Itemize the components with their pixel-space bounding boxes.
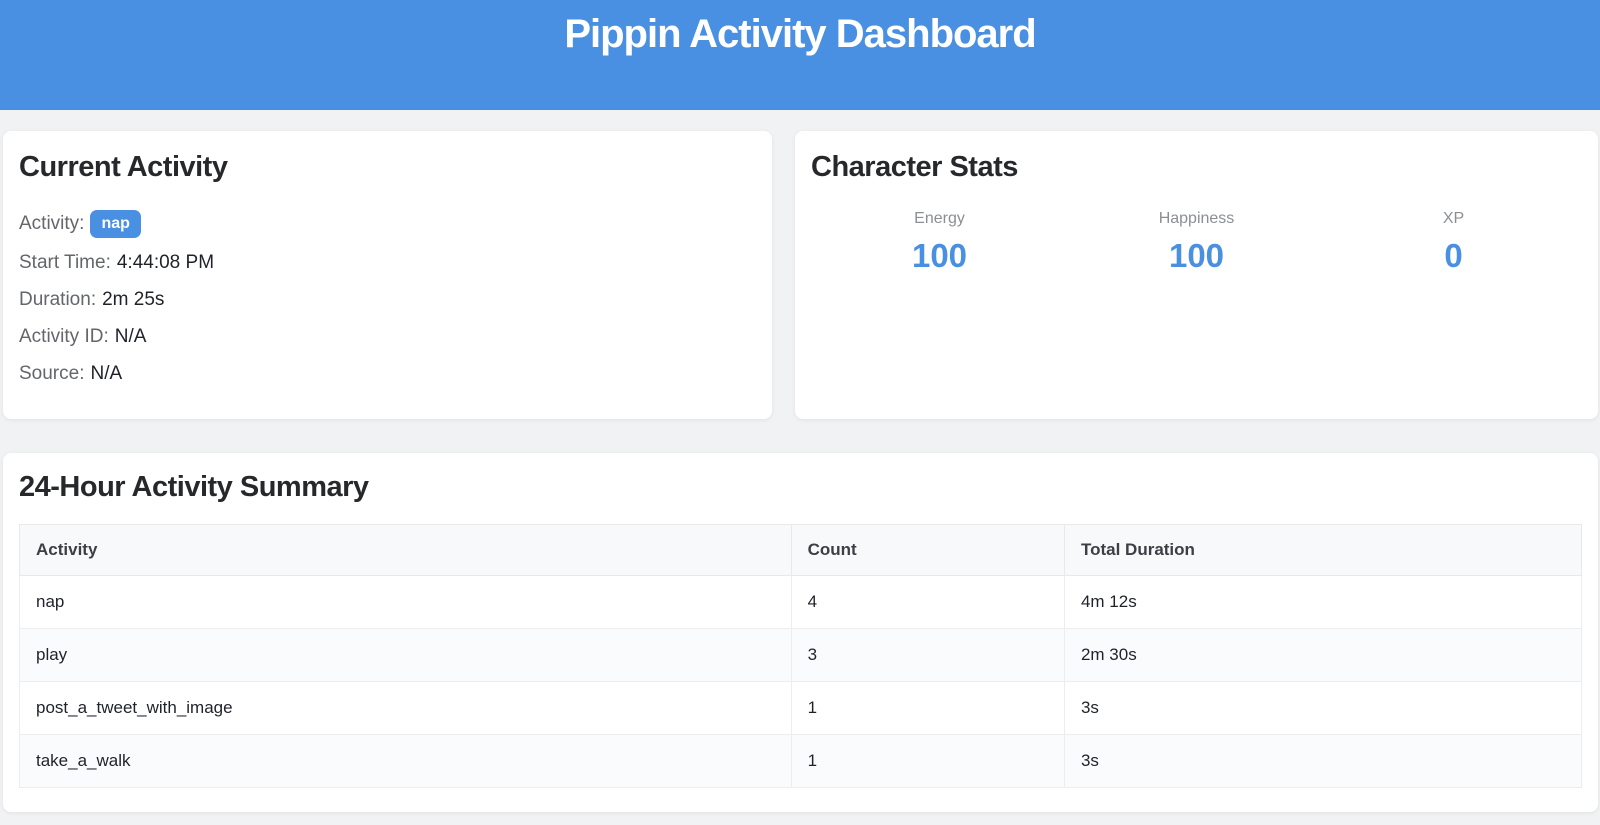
cell-duration: 2m 30s	[1063, 628, 1583, 682]
stat-happiness: Happiness 100	[1068, 210, 1325, 275]
start-time-value: 4:44:08 PM	[116, 252, 215, 273]
source-value: N/A	[90, 363, 123, 384]
xp-value: 0	[1444, 237, 1463, 274]
activity-id-value: N/A	[114, 326, 147, 347]
cell-count: 1	[790, 734, 1065, 788]
table-row: nap 4 4m 12s	[19, 575, 1583, 629]
top-cards-row: Current Activity Activity: nap Start Time…	[3, 131, 1598, 419]
activity-summary-card: 24-Hour Activity Summary Activity Count …	[3, 453, 1598, 812]
duration-label: Duration:	[19, 289, 97, 310]
duration-value: 2m 25s	[102, 289, 165, 310]
cell-duration: 3s	[1063, 681, 1583, 735]
energy-value: 100	[911, 237, 968, 274]
activity-badge: nap	[90, 210, 141, 238]
current-activity-card: Current Activity Activity: nap Start Time…	[3, 131, 772, 419]
cell-activity: play	[19, 628, 792, 682]
stat-energy: Energy 100	[811, 210, 1068, 275]
table-row: take_a_walk 1 3s	[19, 734, 1583, 788]
cell-activity: post_a_tweet_with_image	[19, 681, 792, 735]
app-header: Pippin Activity Dashboard	[0, 0, 1600, 110]
activity-id-label: Activity ID:	[19, 326, 109, 347]
energy-label: Energy	[914, 210, 965, 227]
column-header-activity: Activity	[19, 524, 792, 576]
table-row: play 3 2m 30s	[19, 628, 1583, 682]
cell-count: 1	[790, 681, 1065, 735]
activity-field: Activity: nap	[19, 210, 756, 238]
cell-activity: nap	[19, 575, 792, 629]
start-time-field: Start Time: 4:44:08 PM	[19, 251, 756, 275]
stats-row: Energy 100 Happiness 100 XP 0	[811, 210, 1582, 275]
activity-id-field: Activity ID: N/A	[19, 325, 756, 349]
source-field: Source: N/A	[19, 362, 756, 386]
cell-count: 3	[790, 628, 1065, 682]
cell-count: 4	[790, 575, 1065, 629]
activity-summary-title: 24-Hour Activity Summary	[19, 471, 369, 503]
column-header-total-duration: Total Duration	[1063, 524, 1583, 576]
source-label: Source:	[19, 363, 85, 384]
happiness-label: Happiness	[1158, 210, 1235, 227]
page-title: Pippin Activity Dashboard	[564, 12, 1036, 56]
cell-activity: take_a_walk	[19, 734, 792, 788]
column-header-count: Count	[790, 524, 1065, 576]
stat-xp: XP 0	[1325, 210, 1582, 275]
xp-label: XP	[1442, 210, 1465, 227]
happiness-value: 100	[1168, 237, 1225, 274]
current-activity-title: Current Activity	[19, 151, 228, 183]
table-header-row: Activity Count Total Duration	[19, 524, 1583, 576]
duration-field: Duration: 2m 25s	[19, 288, 756, 312]
character-stats-card: Character Stats Energy 100 Happiness 100…	[795, 131, 1598, 419]
table-row: post_a_tweet_with_image 1 3s	[19, 681, 1583, 735]
activity-label: Activity:	[19, 213, 85, 235]
character-stats-title: Character Stats	[811, 151, 1018, 183]
start-time-label: Start Time:	[19, 252, 111, 273]
cell-duration: 4m 12s	[1063, 575, 1583, 629]
cell-duration: 3s	[1063, 734, 1583, 788]
activity-summary-table: Activity Count Total Duration nap 4 4m 1…	[19, 524, 1583, 788]
